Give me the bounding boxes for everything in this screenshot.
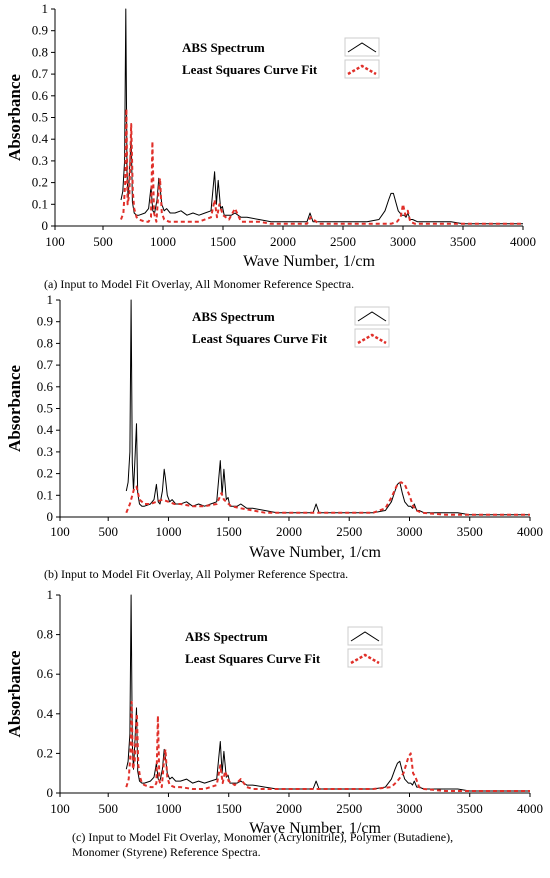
series-line-abs-spectrum <box>125 299 530 516</box>
legend-swatch-abs-spectrum <box>347 42 377 53</box>
x-tick-label: 500 <box>98 801 118 816</box>
x-axis-label: Wave Number, 1/cm <box>243 253 375 270</box>
y-tick-label: 0.3 <box>32 153 48 168</box>
legend-label: Least Squares Curve Fit <box>185 651 321 666</box>
legend-label: Least Squares Curve Fit <box>192 331 328 346</box>
x-tick-label: 100 <box>45 234 65 249</box>
legend-label: ABS Spectrum <box>182 40 265 55</box>
x-tick-label: 2500 <box>336 524 362 539</box>
legend-swatch-box <box>354 328 390 348</box>
y-tick-label: 1 <box>47 292 54 307</box>
y-tick-label: 0.6 <box>37 666 54 681</box>
x-tick-label: 3500 <box>457 524 483 539</box>
chart-mixed-overlay: 0 0.2 0.4 0.6 0.8 1 100 500 1000 1500 2000 2500 3000… <box>5 587 543 837</box>
y-tick-label: 1 <box>47 587 54 602</box>
y-tick-label: 0.6 <box>32 88 49 103</box>
x-tick-label: 1000 <box>155 801 181 816</box>
series-line-curve-fit <box>125 700 530 792</box>
chart-caption: (a) Input to Model Fit Overlay, All Mono… <box>44 277 355 291</box>
x-tick-label: 4000 <box>510 234 536 249</box>
chart-monomer-overlay: 0 0.1 0.2 0.3 0.4 0.5 0.6 0.7 0.8 0.9 1 100 500 1000 1… <box>5 1 536 270</box>
y-tick-label: 0.9 <box>37 314 53 329</box>
x-tick-label: 3500 <box>450 234 476 249</box>
chart-caption: (c) Input to Model Fit Overlay, Monomer … <box>72 830 454 859</box>
y-tick-label: 0.2 <box>37 745 53 760</box>
x-tick-label: 500 <box>93 234 113 249</box>
x-tick-label: 2500 <box>330 234 356 249</box>
x-tick-label: 1500 <box>216 801 242 816</box>
x-axis-label: Wave Number, 1/cm <box>249 820 381 837</box>
y-tick-label: 0 <box>47 785 54 800</box>
y-axis-label: Absorbance <box>5 365 24 452</box>
x-tick-label: 3500 <box>457 801 483 816</box>
y-tick-label: 0.5 <box>37 401 53 416</box>
y-tick-label: 0.2 <box>37 466 53 481</box>
y-tick-label: 0.7 <box>37 357 54 372</box>
legend-swatch-box <box>347 626 383 646</box>
y-axis-label: Absorbance <box>5 74 24 161</box>
series-line-curve-fit <box>120 107 523 225</box>
y-tick-label: 0.8 <box>37 627 53 642</box>
y-axis-label: Absorbance <box>5 650 24 737</box>
x-axis-label: Wave Number, 1/cm <box>249 544 381 561</box>
y-tick-label: 0 <box>42 218 49 233</box>
x-tick-label: 1000 <box>155 524 181 539</box>
y-tick-label: 0.9 <box>32 23 48 38</box>
legend-label: ABS Spectrum <box>185 629 268 644</box>
x-tick-label: 2500 <box>336 801 362 816</box>
x-tick-label: 1000 <box>150 234 176 249</box>
chart-caption: (b) Input to Model Fit Overlay, All Poly… <box>44 567 349 581</box>
y-tick-label: 1 <box>42 1 49 16</box>
y-tick-label: 0 <box>47 509 54 524</box>
y-tick-label: 0.7 <box>32 66 49 81</box>
y-tick-label: 0.2 <box>32 175 48 190</box>
series-line-curve-fit <box>125 481 530 516</box>
legend: ABS Spectrum Least Squares Curve Fit <box>192 306 390 348</box>
series-line-abs-spectrum <box>120 8 523 225</box>
legend-swatch-curve-fit <box>350 653 380 665</box>
chart-polymer-overlay: 0 0.1 0.2 0.3 0.4 0.5 0.6 0.7 0.8 0.9 1 100 500 1000 1… <box>5 292 543 561</box>
legend-swatch-box <box>354 306 390 326</box>
x-tick-label: 3000 <box>390 234 416 249</box>
y-tick-label: 0.4 <box>37 706 54 721</box>
x-tick-label: 2000 <box>276 801 302 816</box>
x-tick-label: 100 <box>50 801 70 816</box>
x-tick-label: 2000 <box>276 524 302 539</box>
x-tick-label: 100 <box>50 524 70 539</box>
x-tick-label: 1500 <box>210 234 236 249</box>
x-tick-label: 500 <box>98 524 118 539</box>
legend-swatch-abs-spectrum <box>357 311 387 322</box>
legend: ABS Spectrum Least Squares Curve Fit <box>185 626 383 668</box>
x-tick-label: 3000 <box>396 801 422 816</box>
y-tick-label: 0.6 <box>37 379 54 394</box>
x-tick-label: 4000 <box>517 524 543 539</box>
y-tick-label: 0.3 <box>37 444 53 459</box>
legend-swatch-curve-fit <box>357 333 387 345</box>
x-tick-label: 1500 <box>216 524 242 539</box>
legend-swatch-box <box>344 37 380 57</box>
legend-swatch-curve-fit <box>347 64 377 76</box>
y-tick-label: 0.4 <box>37 422 54 437</box>
y-tick-label: 0.5 <box>32 110 48 125</box>
y-tick-label: 0.1 <box>37 487 53 502</box>
legend-label: ABS Spectrum <box>192 309 275 324</box>
y-tick-label: 0.1 <box>32 196 48 211</box>
legend-swatch-abs-spectrum <box>350 631 380 642</box>
y-tick-label: 0.8 <box>37 335 53 350</box>
y-tick-label: 0.4 <box>32 131 49 146</box>
series-line-abs-spectrum <box>125 594 530 792</box>
legend: ABS Spectrum Least Squares Curve Fit <box>182 37 380 79</box>
y-tick-label: 0.8 <box>32 44 48 59</box>
legend-label: Least Squares Curve Fit <box>182 62 318 77</box>
x-tick-label: 2000 <box>270 234 296 249</box>
legend-swatch-box <box>344 59 380 79</box>
legend-swatch-box <box>347 648 383 668</box>
x-tick-label: 4000 <box>517 801 543 816</box>
x-tick-label: 3000 <box>396 524 422 539</box>
